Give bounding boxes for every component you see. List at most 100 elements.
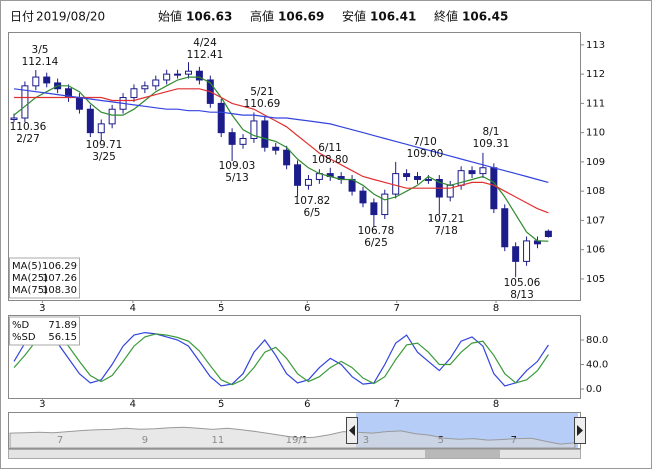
candle-body bbox=[403, 173, 411, 178]
x-tick-label: 3 bbox=[39, 399, 45, 410]
header-value: 106.69 bbox=[278, 10, 324, 24]
legend-name: %SD bbox=[12, 332, 36, 343]
candle-body bbox=[152, 79, 160, 87]
candle-body bbox=[544, 230, 552, 238]
candle-body bbox=[468, 170, 476, 175]
scrollbar-track[interactable] bbox=[8, 449, 581, 459]
y-tick-label: 111 bbox=[586, 98, 605, 109]
legend-name: MA(75) bbox=[12, 285, 48, 296]
candle-body bbox=[512, 246, 520, 262]
header: 日付 2019/08/20 始値 106.63 高値 106.69 安値 106.41 終値 10… bbox=[10, 9, 508, 24]
navigator-layer: 791119/1357 bbox=[9, 426, 576, 449]
header-value: 106.63 bbox=[186, 10, 232, 24]
header-label: 高値 bbox=[250, 9, 274, 24]
annotation: 7/10 bbox=[413, 136, 437, 148]
y-tick-label: 109 bbox=[586, 157, 605, 168]
candle-body bbox=[501, 208, 509, 248]
candle-body bbox=[424, 178, 432, 181]
candle-body bbox=[141, 85, 149, 90]
candle-body bbox=[490, 167, 498, 210]
annotation: 5/21 bbox=[250, 86, 274, 98]
candle-body bbox=[108, 108, 116, 125]
annotation: 2/27 bbox=[16, 133, 40, 145]
annotation: 110.36 bbox=[10, 121, 47, 133]
y-tick-label: 0.0 bbox=[586, 384, 602, 395]
annotation: 107.82 bbox=[294, 195, 331, 207]
annotation: 5/13 bbox=[225, 172, 249, 184]
legend-value: 106.29 bbox=[42, 261, 77, 272]
candle-body bbox=[381, 193, 389, 216]
ma-line bbox=[14, 88, 549, 214]
legend-value: 56.15 bbox=[48, 332, 77, 343]
header-label: 始値 bbox=[158, 9, 182, 24]
handle-arrow[interactable] bbox=[577, 425, 583, 436]
annotation: 106.78 bbox=[358, 225, 395, 237]
annotation: 6/5 bbox=[304, 207, 321, 219]
y-tick-label: 40.0 bbox=[586, 359, 608, 370]
legend-value: 71.89 bbox=[48, 320, 77, 331]
y-tick-label: 106 bbox=[586, 245, 605, 256]
candle-body bbox=[10, 117, 18, 120]
stoch-line bbox=[13, 331, 549, 387]
stoch-line bbox=[13, 333, 549, 386]
x-tick-label: 8 bbox=[493, 303, 499, 314]
annotation: 109.71 bbox=[86, 139, 123, 151]
annotation: 112.41 bbox=[187, 49, 224, 61]
x-tick-label: 3 bbox=[39, 303, 45, 314]
annotation: 4/24 bbox=[193, 37, 217, 49]
header-value: 106.45 bbox=[462, 10, 508, 24]
handle-arrow[interactable] bbox=[349, 425, 355, 436]
annotation: 3/5 bbox=[32, 44, 49, 56]
annotation: 109.03 bbox=[219, 160, 256, 172]
candle-body bbox=[261, 120, 269, 148]
candle-body bbox=[130, 88, 138, 99]
y-tick-label: 80.0 bbox=[586, 335, 608, 346]
annotation: 108.80 bbox=[312, 154, 349, 166]
x-tick-label: 4 bbox=[130, 303, 136, 314]
x-tick-label: 5 bbox=[218, 303, 224, 314]
candle-body bbox=[97, 123, 105, 134]
y-tick-label: 105 bbox=[586, 274, 605, 285]
legend-box bbox=[9, 257, 80, 299]
candle-body bbox=[217, 102, 225, 134]
candle-body bbox=[294, 164, 302, 186]
header-label: 終値 bbox=[434, 9, 458, 24]
header-label: 安値 bbox=[342, 9, 366, 24]
legend-box bbox=[9, 316, 80, 346]
candle-body bbox=[184, 70, 192, 75]
header-value: 2019/08/20 bbox=[36, 10, 105, 24]
y-tick-label: 112 bbox=[586, 69, 605, 80]
candle-body bbox=[75, 97, 83, 110]
annotation: 6/25 bbox=[364, 237, 388, 249]
x-tick-label: 6 bbox=[304, 399, 310, 410]
navigator-handle-left[interactable] bbox=[346, 417, 358, 444]
x-tick-label: 5 bbox=[218, 399, 224, 410]
candle-body bbox=[43, 76, 51, 84]
y-tick-label: 107 bbox=[586, 215, 605, 226]
legend-value: 107.26 bbox=[42, 273, 77, 284]
x-tick-label: 4 bbox=[130, 399, 136, 410]
candle-body bbox=[283, 149, 291, 166]
header-label: 日付 bbox=[10, 10, 34, 24]
candle-body bbox=[523, 240, 531, 262]
annotation: 105.06 bbox=[504, 277, 541, 289]
x-tick-label: 8 bbox=[493, 399, 499, 410]
scrollbar-thumb[interactable] bbox=[425, 450, 500, 458]
candle-body bbox=[163, 73, 171, 81]
header-value: 106.41 bbox=[370, 10, 416, 24]
candle-body bbox=[392, 173, 400, 195]
candle-body bbox=[228, 132, 236, 145]
annotation: 112.14 bbox=[22, 56, 59, 68]
navigator-area bbox=[9, 426, 576, 449]
candle-body bbox=[359, 190, 367, 204]
annotation: 7/18 bbox=[434, 225, 458, 237]
candle-body bbox=[174, 73, 182, 76]
annotation: 3/25 bbox=[92, 151, 116, 163]
y-tick-label: 108 bbox=[586, 186, 605, 197]
y-tick-label: 113 bbox=[586, 40, 605, 51]
ma-line bbox=[13, 76, 549, 242]
navigator-handle-right[interactable] bbox=[574, 417, 586, 444]
candle-body bbox=[195, 70, 203, 81]
